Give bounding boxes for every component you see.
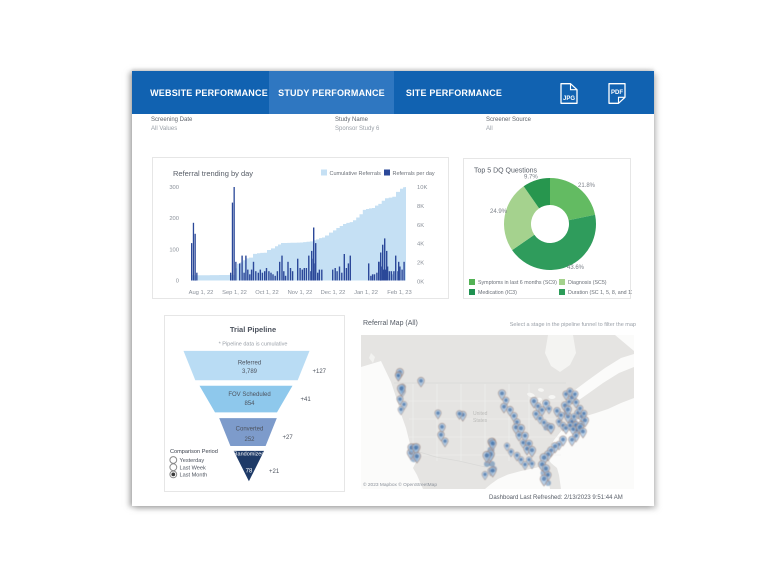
svg-text:78: 78 — [246, 469, 253, 475]
svg-text:Trial Pipeline: Trial Pipeline — [230, 325, 276, 334]
svg-text:Last Week: Last Week — [180, 465, 207, 471]
svg-text:FOV Scheduled: FOV Scheduled — [228, 392, 270, 398]
svg-text:8K: 8K — [417, 204, 424, 210]
svg-text:Referred: Referred — [238, 361, 261, 367]
svg-text:Aug 1, 22: Aug 1, 22 — [189, 290, 214, 296]
svg-text:43.6%: 43.6% — [567, 265, 585, 271]
svg-text:Yesterday: Yesterday — [180, 458, 205, 464]
svg-text:3,789: 3,789 — [242, 369, 258, 375]
svg-text:9.7%: 9.7% — [524, 175, 538, 181]
svg-text:854: 854 — [244, 401, 255, 407]
svg-text:Randomized: Randomized — [234, 452, 265, 458]
svg-text:Comparison Period: Comparison Period — [170, 449, 218, 455]
svg-text:Jan 1, 22: Jan 1, 22 — [354, 290, 378, 296]
svg-text:Dec 1, 22: Dec 1, 22 — [321, 290, 346, 296]
svg-text:Symptoms in last 6 months (SC9: Symptoms in last 6 months (SC9) — [478, 280, 557, 286]
svg-text:24.9%: 24.9% — [490, 209, 508, 215]
svg-text:21.8%: 21.8% — [578, 183, 596, 189]
svg-text:Cumulative Referrals: Cumulative Referrals — [330, 171, 382, 177]
svg-text:0K: 0K — [417, 280, 424, 286]
svg-text:Diagnosis (SC5): Diagnosis (SC5) — [568, 280, 607, 286]
svg-text:200: 200 — [169, 216, 179, 222]
svg-text:+27: +27 — [283, 435, 294, 441]
svg-text:United: United — [473, 411, 488, 417]
svg-text:Last Month: Last Month — [180, 473, 208, 479]
svg-text:300: 300 — [169, 185, 179, 191]
svg-text:Referral trending by day: Referral trending by day — [173, 169, 253, 178]
svg-text:Feb 1, 23: Feb 1, 23 — [387, 290, 412, 296]
svg-text:+127: +127 — [313, 369, 327, 375]
svg-text:Nov 1, 22: Nov 1, 22 — [288, 290, 313, 296]
svg-text:2K: 2K — [417, 261, 424, 267]
svg-text:PDF: PDF — [611, 90, 623, 96]
svg-text:Converted: Converted — [236, 427, 264, 433]
svg-text:0: 0 — [176, 279, 179, 285]
svg-text:Duration (SC 1, 5, 8, and 11): Duration (SC 1, 5, 8, and 11) — [568, 290, 632, 296]
svg-text:* Pipeline data is cumulative: * Pipeline data is cumulative — [219, 342, 288, 348]
svg-text:© 2023 Mapbox © OpenStreetMap: © 2023 Mapbox © OpenStreetMap — [363, 481, 437, 488]
svg-text:JPG: JPG — [563, 96, 575, 102]
svg-text:+41: +41 — [301, 397, 312, 403]
svg-text:252: 252 — [244, 437, 255, 443]
svg-text:+21: +21 — [269, 469, 280, 475]
svg-text:States: States — [473, 418, 488, 424]
svg-text:4K: 4K — [417, 242, 424, 248]
svg-text:Top 5 DQ Questions: Top 5 DQ Questions — [474, 168, 538, 175]
svg-text:10K: 10K — [417, 185, 427, 191]
svg-text:Sep 1, 22: Sep 1, 22 — [222, 290, 247, 296]
svg-text:100: 100 — [169, 247, 179, 253]
svg-text:Medication (IC3): Medication (IC3) — [478, 290, 517, 296]
svg-text:6K: 6K — [417, 223, 424, 229]
svg-text:Oct 1, 22: Oct 1, 22 — [255, 290, 279, 296]
svg-text:Referrals per day: Referrals per day — [393, 171, 435, 177]
